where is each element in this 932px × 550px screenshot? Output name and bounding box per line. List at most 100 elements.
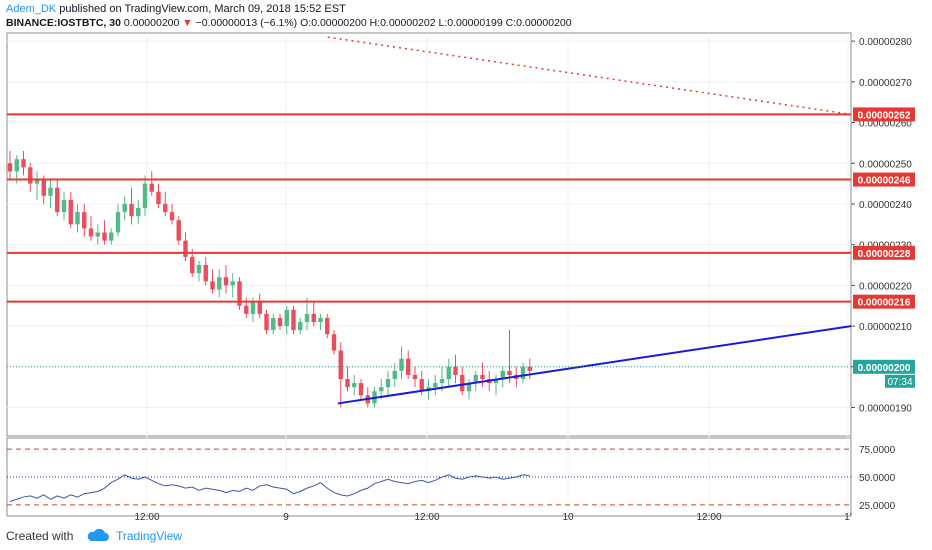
down-arrow-icon: ▼ <box>182 17 193 29</box>
candle-body <box>460 374 465 392</box>
candle-body <box>28 167 33 184</box>
candle-body <box>34 179 40 184</box>
candle <box>122 195 127 221</box>
symbol-label: BINANCE:IOSTBTC, 30 <box>6 17 121 29</box>
candle <box>358 379 364 400</box>
candle-body <box>284 309 289 327</box>
oscillator-level-label: 50.0000 <box>859 473 896 484</box>
price-tick-label: 0.00000220 <box>859 281 912 292</box>
candle-body <box>318 317 323 323</box>
price-tick-label: 0.00000280 <box>859 37 912 48</box>
candle-body <box>156 191 161 204</box>
candle <box>257 293 262 318</box>
symbol-info: BINANCE:IOSTBTC, 30 0.00000200 ▼ −0.0000… <box>6 16 846 30</box>
price-tick-label: 0.00000240 <box>859 200 912 211</box>
oscillator-line <box>9 474 530 502</box>
level-price-label: 0.00000262 <box>858 110 911 121</box>
price-tick-label: 0.00000260 <box>859 119 912 130</box>
candle-body <box>55 187 60 213</box>
footer: Created with TradingView <box>0 524 932 550</box>
last-price: 0.00000200 <box>123 17 180 29</box>
candle <box>385 370 391 396</box>
tradingview-brand[interactable]: TradingView <box>116 529 183 543</box>
candle-body <box>102 232 107 241</box>
time-tick-label: 12:00 <box>414 512 439 523</box>
candle-body <box>82 212 87 229</box>
candle-body <box>136 208 141 217</box>
time-tick-label: 1' <box>844 512 852 523</box>
candle <box>183 232 188 261</box>
candle <box>318 313 323 331</box>
candle <box>61 191 67 221</box>
candle <box>399 346 404 380</box>
candle-body <box>338 350 343 380</box>
candle <box>338 342 343 408</box>
level-price-tag <box>853 294 915 309</box>
candle-body <box>304 313 310 323</box>
candle-body <box>446 366 451 380</box>
candle-body <box>122 203 127 213</box>
candle-body <box>149 183 154 192</box>
candle-body <box>412 374 418 380</box>
candle <box>446 358 451 388</box>
candle-body <box>196 265 202 274</box>
candle-body <box>210 281 215 290</box>
level-price-tag <box>853 107 915 122</box>
candle <box>230 273 235 298</box>
candle-body <box>115 212 121 233</box>
candle-body <box>61 199 67 213</box>
candle-body <box>230 281 235 286</box>
candle-body <box>217 277 222 290</box>
candle-body <box>277 317 283 327</box>
time-tick-label: 10 <box>562 512 574 523</box>
candle-body <box>183 240 188 257</box>
support-trendline <box>337 325 852 405</box>
candle <box>28 163 33 192</box>
candle <box>48 179 53 209</box>
candle-body <box>399 358 404 371</box>
tradingview-cloud-icon <box>87 528 109 541</box>
chart-canvas[interactable]: 12:00 9 12:00 10 12:00 1' 0.00000280 0.00000270… <box>0 0 932 524</box>
candle <box>527 358 532 380</box>
candle <box>156 183 161 209</box>
candle <box>196 260 202 282</box>
candle <box>169 203 175 225</box>
candle <box>7 151 13 180</box>
candle-body <box>453 366 458 375</box>
candle-body <box>406 358 411 375</box>
candle <box>345 366 350 392</box>
candle-body <box>257 301 262 314</box>
author-link[interactable]: Adem_DK <box>6 3 57 15</box>
candle-body <box>223 277 229 286</box>
candle-body <box>520 366 526 380</box>
candle-body <box>48 187 53 196</box>
candle-body <box>379 387 384 392</box>
oscillator-level-label: 25.0000 <box>859 501 896 512</box>
candle <box>102 220 107 245</box>
candle <box>480 362 485 388</box>
candle <box>453 354 458 384</box>
level-price-label: 0.00000246 <box>858 176 911 187</box>
price-tick-label: 0.00000270 <box>859 78 912 89</box>
candle-body <box>21 159 26 168</box>
main-pane <box>6 32 852 437</box>
candle <box>163 191 168 217</box>
price-change: −0.00000013 (−6.1%) <box>195 17 298 29</box>
candle-body <box>439 379 445 384</box>
last-price-tag <box>853 359 915 374</box>
candle <box>466 379 472 400</box>
candle-body <box>331 334 337 351</box>
candle-body <box>163 203 168 213</box>
candle <box>237 277 242 310</box>
candle <box>311 301 316 327</box>
candle <box>298 317 303 335</box>
candle <box>115 203 121 237</box>
candle-body <box>271 317 276 331</box>
candle <box>82 203 87 237</box>
publish-info: Adem_DK published on TradingView.com, Ma… <box>6 2 846 16</box>
candle-body <box>109 232 114 241</box>
candle <box>136 199 141 225</box>
candle-body <box>88 228 94 237</box>
candle <box>68 191 73 229</box>
descending-resistance-trendline <box>327 36 852 116</box>
